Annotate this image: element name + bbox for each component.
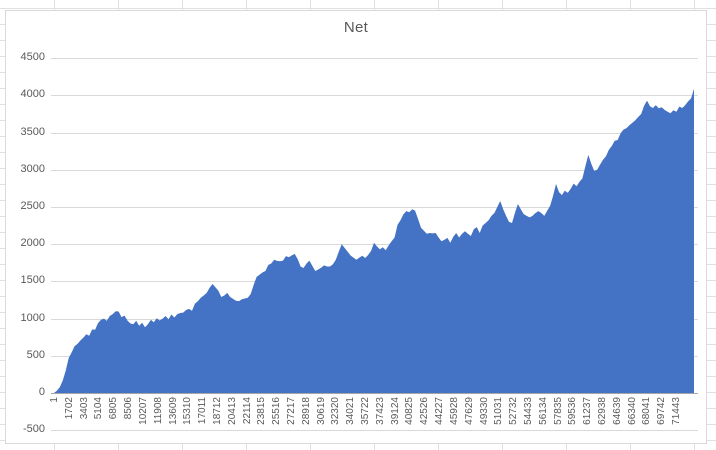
y-tick-label: 500 — [26, 348, 45, 361]
area-polygon — [54, 88, 694, 393]
y-tick-label: 2500 — [20, 200, 45, 212]
y-tick-label: 0 — [38, 386, 45, 398]
y-tick-label: 2000 — [20, 237, 45, 250]
y-gridline — [51, 169, 698, 171]
y-tick-label: 4000 — [20, 88, 45, 101]
chart-title: Net — [343, 19, 369, 36]
y-tick-label: -500 — [22, 423, 45, 436]
y-gridline — [51, 430, 698, 432]
y-gridline — [51, 207, 698, 208]
y-tick-label: 4500 — [20, 51, 45, 64]
y-tick-label: 1000 — [20, 311, 45, 324]
chart-frame[interactable]: Net 4500 4000 3500 3000 2500 2000 1500 1000 500 0… — [5, 10, 707, 444]
y-gridline — [51, 95, 698, 97]
y-tick-label: 3000 — [20, 162, 45, 175]
y-tick-label: 3500 — [20, 125, 45, 138]
y-gridline — [51, 58, 698, 60]
x-axis-line — [51, 393, 698, 394]
net-area-series — [54, 88, 694, 393]
y-gridline — [51, 132, 698, 134]
y-tick-label: 1500 — [20, 274, 45, 287]
